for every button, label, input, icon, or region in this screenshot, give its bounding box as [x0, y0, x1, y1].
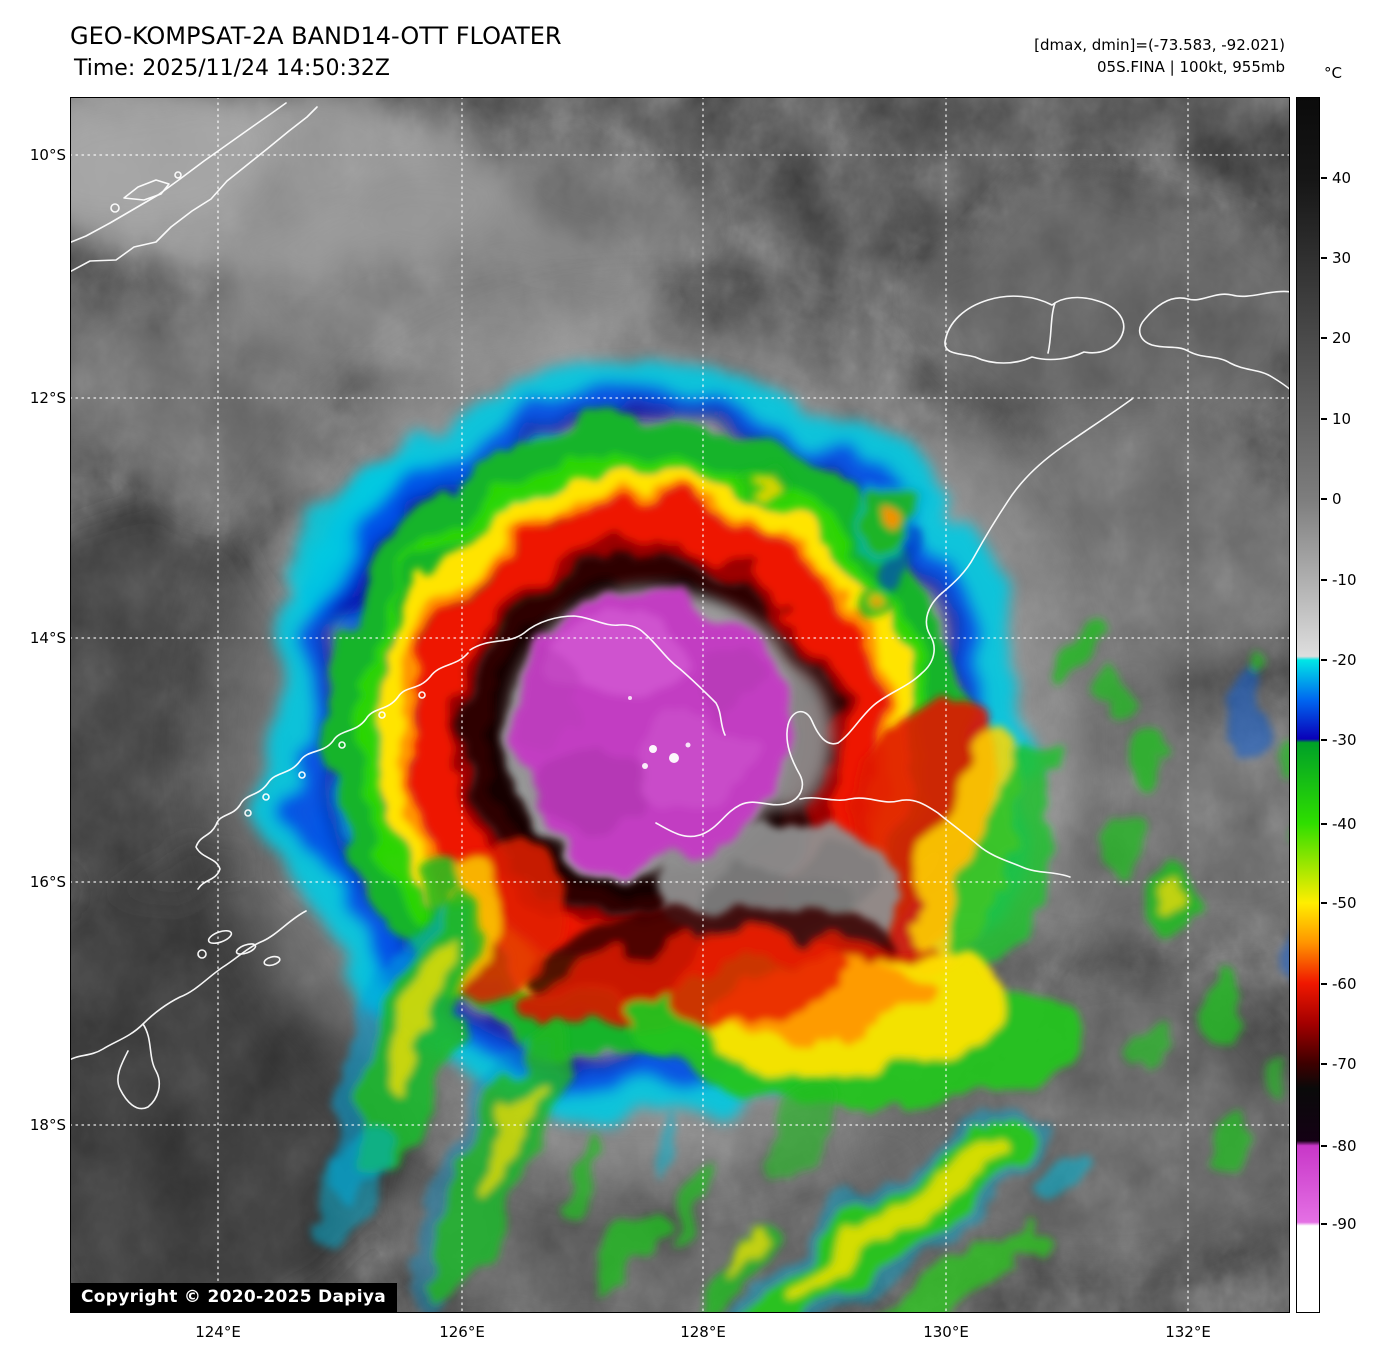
map-border	[70, 97, 1290, 1313]
cyclone	[215, 312, 1290, 1313]
copyright-badge: Copyright © 2020-2025 Dapiya	[70, 1283, 397, 1313]
colorbar-tick-mark	[1321, 418, 1327, 420]
colorbar-tick-mark	[1321, 337, 1327, 339]
lat-label: 14°S	[29, 629, 66, 647]
colorbar-tick-label: -20	[1332, 651, 1357, 669]
colorbar-tick-label: -70	[1332, 1055, 1357, 1073]
gridlines	[70, 97, 1290, 1313]
colorbar-tick-label: -30	[1332, 731, 1357, 749]
timestamp: Time: 2025/11/24 14:50:32Z	[74, 56, 390, 81]
lon-label: 132°E	[1165, 1323, 1211, 1341]
lat-label: 18°S	[29, 1116, 66, 1134]
colorbar-unit-label: °C	[1324, 64, 1342, 82]
colorbar-tick-mark	[1321, 902, 1327, 904]
colorbar-tick-mark	[1321, 1063, 1327, 1065]
colorbar-tick-mark	[1321, 1223, 1327, 1225]
east-cells	[749, 468, 1290, 1201]
colorbar-tick-mark	[1321, 823, 1327, 825]
lon-label: 124°E	[195, 1323, 241, 1341]
colorbar-tick-label: -50	[1332, 894, 1357, 912]
colorbar-tick-label: -10	[1332, 571, 1357, 589]
colorbar-tick-mark	[1321, 579, 1327, 581]
colorbar-gradient	[1296, 97, 1320, 1313]
coastlines	[70, 102, 1290, 1110]
colorbar-tick-label: -60	[1332, 975, 1357, 993]
colorbar-tick-mark	[1321, 257, 1327, 259]
colorbar-tick-mark	[1321, 739, 1327, 741]
colorbar-tick-label: 40	[1332, 169, 1352, 187]
lon-label: 130°E	[923, 1323, 969, 1341]
colorbar-tick-mark	[1321, 659, 1327, 661]
colorbar-tick-label: -90	[1332, 1215, 1357, 1233]
colorbar-tick-label: 20	[1332, 329, 1352, 347]
colorbar-tick-mark	[1321, 983, 1327, 985]
lat-label: 16°S	[29, 873, 66, 891]
south-streaks	[560, 1079, 836, 1313]
colorbar-tick-label: 30	[1332, 249, 1352, 267]
lat-label: 10°S	[29, 146, 66, 164]
colorbar-tick-label: -80	[1332, 1137, 1357, 1155]
southwest-streaks	[320, 902, 563, 1309]
lat-label: 12°S	[29, 389, 66, 407]
satellite-map: Copyright © 2020-2025 Dapiya	[70, 97, 1290, 1313]
eye-pixels	[628, 696, 691, 769]
colorbar-tick-mark	[1321, 1145, 1327, 1147]
colorbar-tick-mark	[1321, 177, 1327, 179]
colorbar-tick-mark	[1321, 498, 1327, 500]
southeast-band	[727, 1107, 1053, 1313]
colorbar-tick-label: 10	[1332, 410, 1352, 428]
storm-info: 05S.FINA | 100kt, 955mb	[1097, 58, 1285, 76]
colorbar-tick-label: -40	[1332, 815, 1357, 833]
dmax-dmin-readout: [dmax, dmin]=(-73.583, -92.021)	[1034, 36, 1285, 54]
lon-label: 126°E	[439, 1323, 485, 1341]
page-title: GEO-KOMPSAT-2A BAND14-OTT FLOATER	[70, 22, 562, 50]
lon-label: 128°E	[680, 1323, 726, 1341]
south-fan	[520, 906, 1087, 1105]
colorbar-tick-label: 0	[1332, 490, 1342, 508]
